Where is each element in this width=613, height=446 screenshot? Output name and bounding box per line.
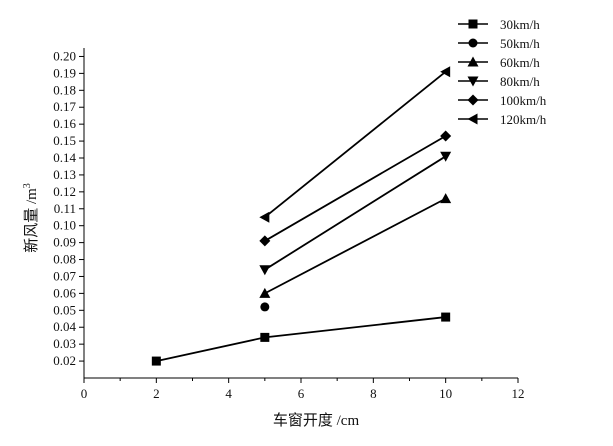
x-axis-label: 车窗开度 /cm [273,411,360,429]
y-axis-label: 新风量 /m3 [22,183,40,253]
legend-label: 50km/h [500,36,540,51]
y-tick-label: 0.20 [53,48,76,63]
y-tick-label: 0.09 [53,235,76,250]
axes: 0 2 4 6 8 10 12 0.02 0.03 0.04 0.05 0.06 0.070.08 0.0… [53,48,525,401]
series-30km-per-h [151,312,451,366]
legend-marker [467,94,479,106]
data-point [440,193,452,204]
y-tick-label: 0.05 [53,302,76,317]
series-line [264,197,447,295]
legend-marker [467,113,478,125]
legend-item: 30km/h [458,17,540,32]
data-point [440,66,451,78]
x-tick-label: 2 [153,386,160,401]
legend-label: 120km/h [500,112,547,127]
series-120km-per-h [259,66,451,223]
y-tick-label: 0.14 [53,150,76,165]
legend-label: 80km/h [500,74,540,89]
series-line [156,316,446,362]
x-tick-label: 8 [370,386,377,401]
data-point [259,287,271,298]
legend-item: 80km/h [458,74,540,89]
x-tick-label: 12 [512,386,525,401]
y-axis-label-superscript: 3 [22,183,33,188]
series-line [264,135,447,242]
y-tick-label: 0.15 [53,133,76,148]
y-tick-label: 0.13 [53,167,76,182]
legend-label: 30km/h [500,17,540,32]
x-tick-label: 0 [81,386,88,401]
y-tick-label: 0.16 [53,116,76,131]
series-100km-per-h [259,130,452,247]
legend-marker [468,38,478,48]
legend-item: 100km/h [458,93,547,108]
y-tick-label: 0.07 [53,268,76,283]
plot-series [151,66,452,366]
x-tick-label: 10 [439,386,452,401]
legend-label: 100km/h [500,93,547,108]
x-tick-label: 6 [298,386,305,401]
legend-marker [468,19,478,29]
series-60km-per-h [259,193,452,298]
data-point [259,211,270,223]
y-tick-label: 0.10 [53,218,76,233]
y-tick-label: 0.11 [54,201,76,216]
series-line [264,155,447,271]
series-80km-per-h [259,151,452,276]
y-axis-label-text: 新风量 /m [23,188,40,253]
data-point [151,356,161,366]
legend-label: 60km/h [500,55,540,70]
legend: 30km/h 50km/h 60km/h 80km/h 100km/h 120km/h [458,17,547,127]
legend-item: 60km/h [458,55,540,70]
legend-item: 120km/h [458,112,547,127]
data-point [259,265,271,276]
y-tick-label: 0.02 [53,353,76,368]
y-tick-label: 0.03 [53,336,76,351]
y-tick-label: 0.04 [53,319,76,334]
y-tick-label: 0.19 [53,65,76,80]
y-tick-label: 0.06 [53,285,76,300]
y-tick-label: 0.17 [53,99,76,114]
data-point [440,130,452,142]
data-point [441,312,451,322]
y-tick-label: 0.12 [53,184,76,199]
y-tick-label: 0.18 [53,82,76,97]
data-point [440,151,452,162]
legend-item: 50km/h [458,36,540,51]
legend-marker [467,76,479,87]
data-point [260,332,270,342]
data-point [259,235,271,247]
series-line [264,70,447,218]
legend-marker [467,56,479,67]
y-tick-label: 0.08 [53,252,76,267]
x-tick-label: 4 [225,386,232,401]
series-50km-per-h [260,302,270,312]
data-point [260,302,270,312]
